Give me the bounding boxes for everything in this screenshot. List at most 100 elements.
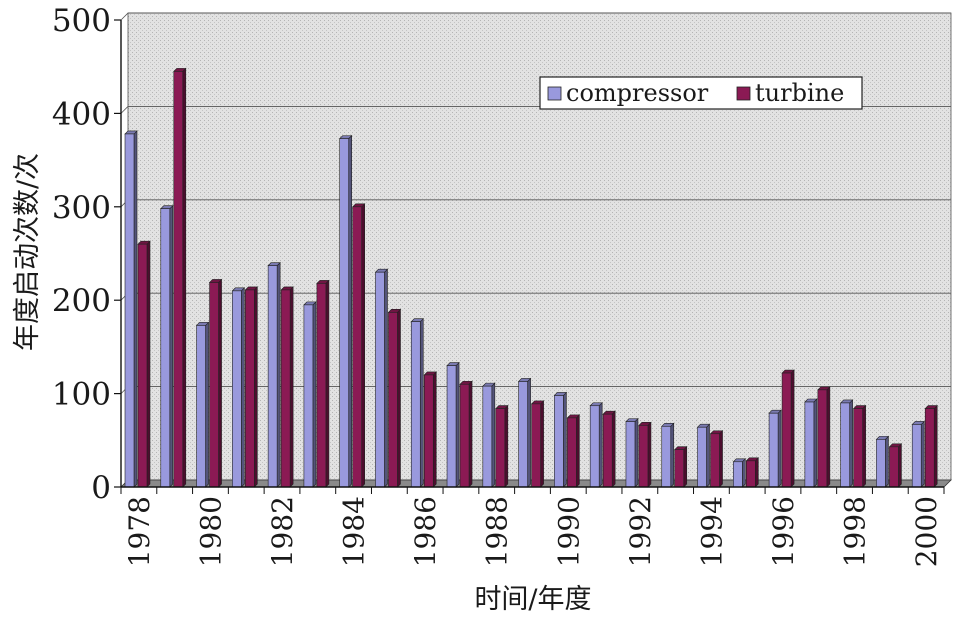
- bar-side: [683, 445, 688, 488]
- bar-compressor-1980: [195, 321, 210, 488]
- bar-turbine-2000: [924, 404, 938, 488]
- bar-front: [245, 289, 255, 488]
- bar-side: [146, 240, 151, 488]
- bar-side: [719, 430, 723, 488]
- bar-front: [196, 325, 206, 488]
- bar-compressor-1986: [410, 317, 424, 488]
- bar-side: [790, 369, 795, 488]
- bar-compressor-1999: [875, 435, 890, 488]
- bar-front: [889, 446, 899, 488]
- bar-side: [647, 421, 652, 488]
- bar-side: [504, 404, 509, 488]
- bar-turbine-1995: [745, 457, 760, 488]
- x-tick-label: 1980: [194, 496, 227, 567]
- bar-side: [312, 301, 317, 488]
- legend-swatch-compressor: [547, 86, 562, 101]
- bar-side: [849, 399, 853, 488]
- bar-front: [638, 425, 649, 488]
- bar-front: [661, 425, 672, 488]
- gridline-diagonal: [120, 106, 129, 114]
- legend-label-compressor: compressor: [566, 79, 709, 107]
- bar-turbine-1999: [888, 443, 903, 488]
- bar-side: [634, 417, 639, 488]
- bar-front: [911, 424, 922, 488]
- x-tick-label: 1998: [839, 496, 872, 567]
- bar-side: [611, 410, 616, 488]
- bar-side: [182, 67, 187, 488]
- bar-turbine-1987: [459, 380, 473, 488]
- bar-front: [459, 383, 470, 488]
- bar-front: [518, 381, 528, 488]
- bar-side: [419, 317, 424, 488]
- bar-turbine-1978: [137, 240, 151, 488]
- bar-front: [625, 421, 636, 488]
- bar-compressor-1998: [839, 399, 854, 488]
- bar-front: [876, 439, 886, 488]
- y-tick-label: 200: [52, 283, 111, 319]
- bar-front: [137, 243, 148, 488]
- x-tick-label: 1978: [123, 496, 156, 567]
- bar-turbine-1988: [495, 404, 509, 488]
- bar-compressor-1991: [589, 402, 603, 488]
- bar-front: [817, 389, 828, 488]
- x-tick-label: 1994: [695, 496, 728, 567]
- bar-front: [746, 460, 756, 488]
- bar-compressor-1993: [661, 422, 675, 488]
- bar-compressor-1994: [696, 423, 711, 488]
- bar-side: [205, 321, 209, 488]
- bar-turbine-1981: [244, 286, 259, 488]
- bar-turbine-1997: [817, 386, 831, 488]
- bar-side: [885, 435, 889, 488]
- bar-front: [482, 385, 493, 488]
- bar-side: [527, 377, 531, 488]
- bar-side: [218, 278, 222, 488]
- bar-front: [388, 312, 398, 488]
- bar-front: [853, 408, 863, 488]
- bar-compressor-1987: [446, 361, 460, 488]
- bar-compressor-2000: [911, 420, 925, 488]
- bar-front: [589, 405, 600, 488]
- bar-side: [540, 400, 544, 488]
- bar-compressor-1979: [160, 204, 174, 488]
- bar-front: [602, 413, 613, 488]
- bar-front: [232, 290, 242, 488]
- bar-front: [423, 374, 434, 488]
- bar-compressor-1983: [303, 301, 317, 488]
- y-tick-label: 0: [91, 470, 111, 506]
- bar-compressor-1992: [625, 417, 639, 488]
- x-tick-label: 1982: [266, 496, 299, 567]
- bar-front: [316, 283, 327, 488]
- bar-front: [160, 208, 171, 488]
- bar-side: [755, 457, 759, 488]
- bar-side: [254, 286, 258, 488]
- bar-side: [468, 380, 473, 488]
- bar-side: [898, 443, 902, 488]
- bar-side: [361, 203, 365, 488]
- bar-front: [209, 282, 219, 488]
- bar-compressor-1984: [338, 134, 353, 488]
- bar-front: [567, 417, 577, 488]
- bar-front: [781, 372, 792, 488]
- bar-side: [742, 458, 746, 488]
- bar-front: [173, 71, 184, 488]
- y-axis-title: 年度启动次数/次: [12, 153, 43, 351]
- bar-turbine-1998: [852, 404, 867, 488]
- bar-front: [410, 321, 421, 488]
- legend-label-turbine: turbine: [755, 79, 844, 107]
- x-tick-label: 1996: [767, 496, 800, 567]
- bar-turbine-1984: [351, 203, 366, 488]
- bar-turbine-1986: [423, 371, 437, 488]
- bar-side: [397, 308, 401, 488]
- bar-turbine-1990: [566, 414, 581, 488]
- bar-front: [124, 133, 135, 488]
- bar-turbine-1985: [387, 308, 402, 488]
- bar-side: [826, 386, 831, 488]
- y-tick-label: 400: [52, 96, 111, 132]
- bar-side: [933, 404, 938, 488]
- bar-side: [455, 361, 460, 488]
- x-tick-label: 1986: [409, 496, 442, 567]
- y-tick-label: 100: [52, 377, 111, 413]
- bar-side: [289, 286, 294, 488]
- x-tick-label: 1992: [624, 496, 657, 567]
